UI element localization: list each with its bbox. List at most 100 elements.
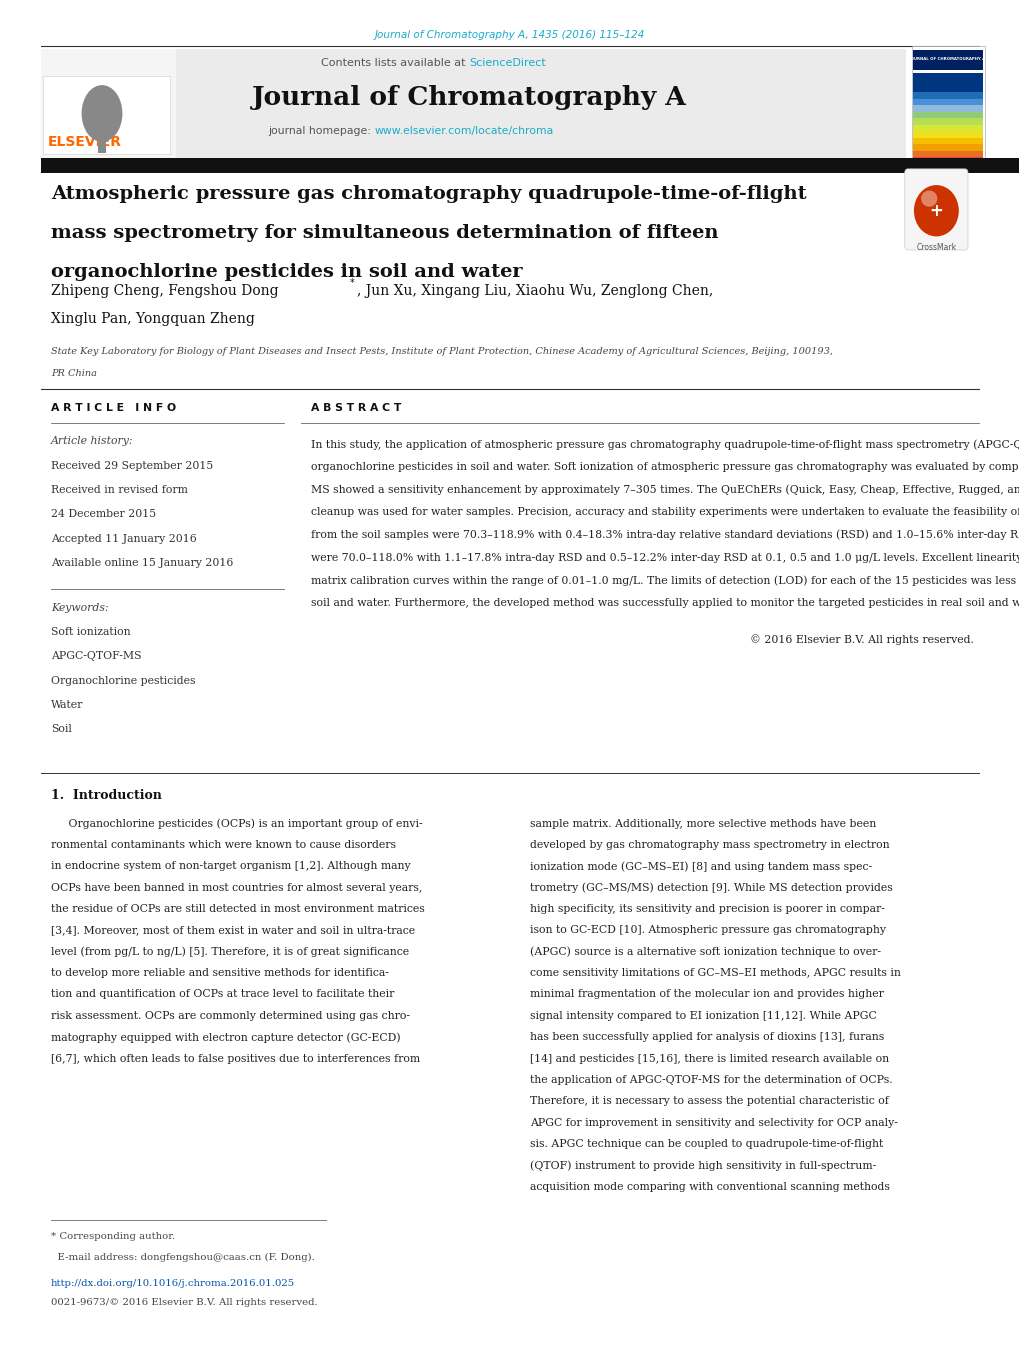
FancyBboxPatch shape [43,76,170,154]
FancyBboxPatch shape [912,151,982,157]
Text: to develop more reliable and sensitive methods for identifica-: to develop more reliable and sensitive m… [51,969,388,978]
Text: matrix calibration curves within the range of 0.01–1.0 mg/L. The limits of detec: matrix calibration curves within the ran… [311,576,1019,586]
Text: MS showed a sensitivity enhancement by approximately 7–305 times. The QuEChERs (: MS showed a sensitivity enhancement by a… [311,485,1019,494]
FancyBboxPatch shape [912,105,982,112]
Text: Atmospheric pressure gas chromatography quadrupole-time-of-flight: Atmospheric pressure gas chromatography … [51,185,806,203]
Text: © 2016 Elsevier B.V. All rights reserved.: © 2016 Elsevier B.V. All rights reserved… [750,634,973,644]
Text: 24 December 2015: 24 December 2015 [51,509,156,519]
Text: come sensitivity limitations of GC–MS–EI methods, APGC results in: come sensitivity limitations of GC–MS–EI… [530,969,901,978]
Text: [6,7], which often leads to false positives due to interferences from: [6,7], which often leads to false positi… [51,1054,420,1063]
Text: 1.  Introduction: 1. Introduction [51,789,162,802]
Text: Received 29 September 2015: Received 29 September 2015 [51,461,213,470]
Ellipse shape [82,85,122,142]
FancyBboxPatch shape [912,112,982,119]
Text: Water: Water [51,700,84,709]
FancyBboxPatch shape [912,99,982,105]
Text: 0021-9673/© 2016 Elsevier B.V. All rights reserved.: 0021-9673/© 2016 Elsevier B.V. All right… [51,1298,318,1308]
Text: Therefore, it is necessary to assess the potential characteristic of: Therefore, it is necessary to assess the… [530,1096,889,1106]
Text: acquisition mode comparing with conventional scanning methods: acquisition mode comparing with conventi… [530,1182,890,1192]
Text: (APGC) source is a alternative soft ionization technique to over-: (APGC) source is a alternative soft ioni… [530,947,880,958]
Text: the application of APGC-QTOF-MS for the determination of OCPs.: the application of APGC-QTOF-MS for the … [530,1075,893,1085]
FancyBboxPatch shape [912,138,982,145]
FancyBboxPatch shape [912,92,982,99]
Text: risk assessment. OCPs are commonly determined using gas chro-: risk assessment. OCPs are commonly deter… [51,1011,410,1021]
Text: In this study, the application of atmospheric pressure gas chromatography quadru: In this study, the application of atmosp… [311,439,1019,450]
FancyBboxPatch shape [41,49,176,158]
Text: OCPs have been banned in most countries for almost several years,: OCPs have been banned in most countries … [51,882,422,893]
Text: cleanup was used for water samples. Precision, accuracy and stability experiment: cleanup was used for water samples. Prec… [311,507,1019,517]
Text: in endocrine system of non-target organism [1,2]. Although many: in endocrine system of non-target organi… [51,862,411,871]
Text: ELSEVIER: ELSEVIER [48,135,121,149]
Text: [3,4]. Moreover, most of them exist in water and soil in ultra-trace: [3,4]. Moreover, most of them exist in w… [51,925,415,935]
Text: , Jun Xu, Xingang Liu, Xiaohu Wu, Zenglong Chen,: , Jun Xu, Xingang Liu, Xiaohu Wu, Zenglo… [357,284,712,297]
FancyBboxPatch shape [912,157,982,163]
Text: Soft ionization: Soft ionization [51,627,130,636]
Text: ScienceDirect: ScienceDirect [469,58,545,68]
Text: Accepted 11 January 2016: Accepted 11 January 2016 [51,534,197,543]
Ellipse shape [920,190,936,207]
Text: soil and water. Furthermore, the developed method was successfully applied to mo: soil and water. Furthermore, the develop… [311,598,1019,608]
Text: [14] and pesticides [15,16], there is limited research available on: [14] and pesticides [15,16], there is li… [530,1054,889,1063]
Text: trometry (GC–MS/MS) detection [9]. While MS detection provides: trometry (GC–MS/MS) detection [9]. While… [530,882,893,893]
Text: signal intensity compared to EI ionization [11,12]. While APGC: signal intensity compared to EI ionizati… [530,1011,876,1021]
Text: CrossMark: CrossMark [915,243,956,253]
Text: State Key Laboratory for Biology of Plant Diseases and Insect Pests, Institute o: State Key Laboratory for Biology of Plan… [51,347,833,357]
Text: matography equipped with electron capture detector (GC-ECD): matography equipped with electron captur… [51,1032,400,1043]
Text: Received in revised form: Received in revised form [51,485,187,494]
Text: Organochlorine pesticides: Organochlorine pesticides [51,676,196,685]
Text: ronmental contaminants which were known to cause disorders: ronmental contaminants which were known … [51,840,395,850]
Text: Zhipeng Cheng, Fengshou Dong: Zhipeng Cheng, Fengshou Dong [51,284,278,297]
Text: mass spectrometry for simultaneous determination of fifteen: mass spectrometry for simultaneous deter… [51,224,717,242]
Text: JOURNAL OF CHROMATOGRAPHY A: JOURNAL OF CHROMATOGRAPHY A [909,58,984,61]
Text: Article history:: Article history: [51,436,133,446]
Text: from the soil samples were 70.3–118.9% with 0.4–18.3% intra-day relative standar: from the soil samples were 70.3–118.9% w… [311,530,1019,540]
Text: http://dx.doi.org/10.1016/j.chroma.2016.01.025: http://dx.doi.org/10.1016/j.chroma.2016.… [51,1279,294,1289]
Text: (QTOF) instrument to provide high sensitivity in full-spectrum-: (QTOF) instrument to provide high sensit… [530,1161,875,1171]
FancyBboxPatch shape [912,124,982,131]
Text: level (from pg/L to ng/L) [5]. Therefore, it is of great significance: level (from pg/L to ng/L) [5]. Therefore… [51,947,409,958]
Text: sis. APGC technique can be coupled to quadrupole-time-of-flight: sis. APGC technique can be coupled to qu… [530,1139,882,1148]
Text: www.elsevier.com/locate/chroma: www.elsevier.com/locate/chroma [374,126,553,135]
FancyBboxPatch shape [41,49,905,158]
FancyBboxPatch shape [912,131,982,138]
Text: +: + [928,201,943,220]
Text: ison to GC-ECD [10]. Atmospheric pressure gas chromatography: ison to GC-ECD [10]. Atmospheric pressur… [530,925,886,935]
FancyBboxPatch shape [41,158,1019,173]
Text: Journal of Chromatography A, 1435 (2016) 115–124: Journal of Chromatography A, 1435 (2016)… [374,30,645,39]
FancyBboxPatch shape [912,73,982,80]
Text: A B S T R A C T: A B S T R A C T [311,403,401,412]
Text: Journal of Chromatography A: Journal of Chromatography A [252,85,686,111]
Text: ionization mode (GC–MS–EI) [8] and using tandem mass spec-: ionization mode (GC–MS–EI) [8] and using… [530,862,871,871]
Text: sample matrix. Additionally, more selective methods have been: sample matrix. Additionally, more select… [530,819,875,828]
Text: journal homepage:: journal homepage: [268,126,374,135]
Text: were 70.0–118.0% with 1.1–17.8% intra-day RSD and 0.5–12.2% inter-day RSD at 0.1: were 70.0–118.0% with 1.1–17.8% intra-da… [311,553,1019,563]
Text: APGC for improvement in sensitivity and selectivity for OCP analy-: APGC for improvement in sensitivity and … [530,1117,898,1128]
FancyBboxPatch shape [912,50,982,70]
Text: A R T I C L E   I N F O: A R T I C L E I N F O [51,403,176,412]
Text: the residue of OCPs are still detected in most environment matrices: the residue of OCPs are still detected i… [51,904,424,915]
Text: APGC-QTOF-MS: APGC-QTOF-MS [51,651,142,661]
Text: tion and quantification of OCPs at trace level to facilitate their: tion and quantification of OCPs at trace… [51,989,394,1000]
FancyBboxPatch shape [912,86,982,92]
Text: Xinglu Pan, Yongquan Zheng: Xinglu Pan, Yongquan Zheng [51,312,255,326]
Text: organochlorine pesticides in soil and water. Soft ionization of atmospheric pres: organochlorine pesticides in soil and wa… [311,462,1019,473]
FancyBboxPatch shape [911,46,984,165]
FancyBboxPatch shape [98,128,106,153]
Text: Soil: Soil [51,724,71,734]
Text: high specificity, its sensitivity and precision is poorer in compar-: high specificity, its sensitivity and pr… [530,904,884,915]
Text: organochlorine pesticides in soil and water: organochlorine pesticides in soil and wa… [51,263,522,281]
Text: Organochlorine pesticides (OCPs) is an important group of envi-: Organochlorine pesticides (OCPs) is an i… [51,819,422,830]
Text: Contents lists available at: Contents lists available at [321,58,469,68]
FancyBboxPatch shape [904,169,967,250]
Text: developed by gas chromatography mass spectrometry in electron: developed by gas chromatography mass spe… [530,840,890,850]
Text: minimal fragmentation of the molecular ion and provides higher: minimal fragmentation of the molecular i… [530,989,883,1000]
Text: * Corresponding author.: * Corresponding author. [51,1232,175,1242]
FancyBboxPatch shape [912,80,982,86]
Text: Keywords:: Keywords: [51,603,108,612]
Text: E-mail address: dongfengshou@caas.cn (F. Dong).: E-mail address: dongfengshou@caas.cn (F.… [51,1252,315,1262]
Text: has been successfully applied for analysis of dioxins [13], furans: has been successfully applied for analys… [530,1032,883,1042]
Text: Available online 15 January 2016: Available online 15 January 2016 [51,558,233,567]
Ellipse shape [913,185,958,236]
Text: *: * [350,278,355,288]
Text: PR China: PR China [51,369,97,378]
